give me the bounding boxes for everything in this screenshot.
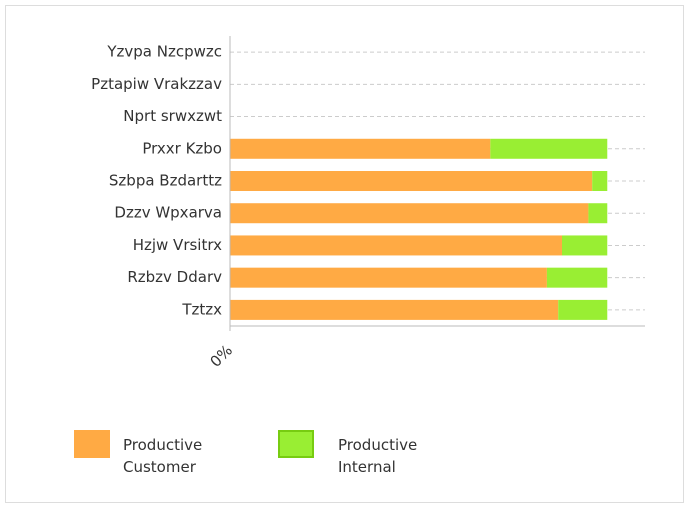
bar [588, 203, 608, 224]
bar [592, 171, 608, 191]
y-tick-label: Prxxr Kzbo [142, 139, 222, 157]
bar [546, 267, 608, 288]
y-tick-label: Tztzx [181, 300, 222, 318]
legend-label: Productive Internal [338, 436, 418, 476]
bar [230, 203, 589, 224]
legend-swatch [74, 430, 110, 458]
y-tick-label: Pztapiw Vrakzzav [91, 75, 222, 93]
bar [490, 138, 608, 159]
y-tick-label: Rzbzv Ddarv [127, 268, 222, 286]
bar [558, 299, 608, 320]
bar [230, 171, 593, 191]
y-tick-label: Szbpa Bzdarttz [109, 172, 222, 190]
legend-swatch [278, 430, 314, 458]
bar [230, 138, 491, 159]
bar [230, 235, 562, 256]
bar [230, 267, 547, 288]
y-tick-label: Nprt srwxzwt [123, 107, 222, 125]
bar [230, 299, 559, 320]
y-tick-label: Hzjw Vrsitrx [133, 236, 222, 254]
legend-label: Productive Customer [123, 436, 203, 476]
y-tick-label: Dzzv Wpxarva [114, 204, 222, 222]
y-tick-label: Yzvpa Nzcpwzc [106, 43, 222, 61]
bar [562, 235, 608, 256]
